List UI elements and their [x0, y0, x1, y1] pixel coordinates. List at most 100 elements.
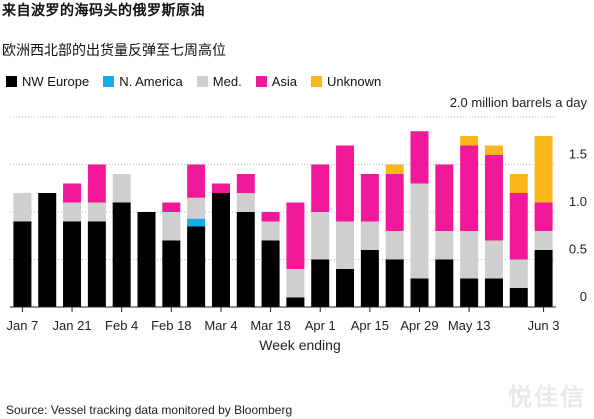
bar-segment-med--7: [187, 197, 206, 219]
bar-segment-med--3: [87, 202, 106, 222]
bar-segment-asia-16: [410, 131, 429, 184]
bar-segment-med--19: [484, 240, 503, 279]
x-tick-label-2: Feb 4: [105, 318, 138, 333]
bar-segment-unknown-20: [509, 174, 528, 193]
bar-segment-nw-europe-9: [236, 212, 255, 307]
bar-segment-med--15: [385, 231, 404, 260]
legend-swatch-n-america: [103, 76, 115, 87]
bar-segment-med--9: [236, 193, 255, 212]
legend-label-n-america: N. America: [119, 74, 183, 89]
legend-swatch-med: [196, 76, 208, 87]
legend-label-unknown: Unknown: [326, 74, 382, 89]
bar-segment-nw-europe-17: [435, 259, 454, 307]
bar-segment-asia-9: [236, 174, 255, 193]
bar-segment-asia-13: [336, 145, 355, 222]
x-tick-label-6: Apr 1: [305, 318, 336, 333]
chart-subtitle: 欧洲西北部的出货量反弹至七周高位: [2, 43, 226, 59]
bar-segment-med--14: [360, 221, 379, 250]
bar-segment-med--12: [311, 212, 330, 260]
bar-segment-med--17: [435, 231, 454, 260]
bar-segment-asia-2: [63, 183, 82, 203]
x-tick-label-7: Apr 15: [351, 318, 389, 333]
x-tick-label-1: Jan 21: [53, 318, 92, 333]
bar-segment-med--18: [460, 231, 479, 279]
bar-segment-nw-europe-4: [112, 202, 131, 307]
chart-title: 来自波罗的海码头的俄罗斯原油: [2, 3, 205, 19]
legend-item-med: Med.: [196, 74, 242, 89]
bar-segment-asia-10: [261, 212, 280, 222]
chart-legend: NW Europe N. America Med. Asia Unknown: [6, 74, 381, 89]
legend-item-unknown: Unknown: [310, 74, 382, 89]
bar-segment-med--6: [162, 212, 181, 241]
bar-segment-asia-3: [87, 164, 106, 203]
x-tick-label-5: Mar 18: [250, 318, 290, 333]
bar-segment-unknown-21: [534, 136, 553, 203]
bar-segment-nw-europe-11: [286, 297, 305, 307]
x-tick-label-9: May 13: [448, 318, 491, 333]
bar-segment-asia-15: [385, 174, 404, 231]
legend-item-nw-europe: NW Europe: [6, 74, 89, 89]
bar-segment-nw-europe-1: [38, 193, 57, 307]
bar-segment-med--16: [410, 183, 429, 279]
bar-segment-nw-europe-14: [360, 250, 379, 307]
bar-segment-asia-21: [534, 202, 553, 231]
x-tick-label-3: Feb 18: [151, 318, 191, 333]
bar-segment-nw-europe-0: [13, 221, 32, 307]
bar-segment-asia-19: [484, 155, 503, 241]
bar-segment-nw-europe-7: [187, 226, 206, 307]
bar-segment-nw-europe-18: [460, 278, 479, 307]
y-tick-label-3: 1.5: [569, 147, 587, 162]
bar-segment-nw-europe-21: [534, 250, 553, 307]
x-tick-label-4: Mar 4: [204, 318, 237, 333]
bar-segment-nw-europe-15: [385, 259, 404, 307]
bar-segment-med--20: [509, 259, 528, 288]
legend-swatch-nw-europe: [6, 76, 17, 87]
bar-segment-asia-20: [509, 193, 528, 260]
legend-label-nw-europe: NW Europe: [22, 74, 90, 89]
bar-segment-asia-12: [311, 164, 330, 212]
legend-item-asia: Asia: [255, 74, 297, 89]
bar-segment-med--2: [63, 202, 82, 222]
bar-segment-n-america-7: [187, 218, 206, 227]
bar-segment-nw-europe-19: [484, 278, 503, 307]
bar-segment-unknown-19: [484, 145, 503, 155]
watermark-logo: 悦佳信: [508, 383, 586, 411]
x-axis-title: Week ending: [259, 337, 340, 353]
bar-segment-nw-europe-13: [336, 269, 355, 307]
bar-segment-asia-8: [211, 183, 230, 193]
source-note: Source: Vessel tracking data monitored b…: [6, 403, 293, 417]
bar-segment-unknown-15: [385, 164, 404, 174]
y-tick-label-2: 1.0: [569, 194, 587, 209]
bar-segment-asia-17: [435, 164, 454, 231]
x-tick-label-0: Jan 7: [7, 318, 39, 333]
bar-segment-med--21: [534, 231, 553, 250]
bar-segment-nw-europe-10: [261, 240, 280, 307]
bar-segment-med--11: [286, 269, 305, 298]
bar-segment-asia-6: [162, 202, 181, 212]
bar-segment-asia-18: [460, 145, 479, 231]
x-tick-label-8: Apr 29: [400, 318, 438, 333]
bar-segment-asia-7: [187, 164, 206, 198]
bar-segment-med--0: [13, 193, 32, 222]
bar-segment-nw-europe-20: [509, 288, 528, 307]
x-tick-label-10: Jun 3: [528, 318, 560, 333]
y-tick-label-0: 0: [580, 289, 587, 304]
legend-swatch-unknown: [310, 76, 322, 87]
bar-segment-unknown-18: [460, 136, 479, 146]
bar-segment-nw-europe-8: [211, 193, 230, 307]
bar-segment-asia-11: [286, 202, 305, 269]
legend-swatch-asia: [255, 76, 267, 87]
legend-label-med: Med.: [212, 74, 242, 89]
bar-segment-med--13: [336, 221, 355, 269]
bar-segment-nw-europe-16: [410, 278, 429, 307]
legend-item-n-america: N. America: [103, 74, 183, 89]
legend-label-asia: Asia: [271, 74, 297, 89]
bar-segment-med--4: [112, 174, 131, 203]
bar-segment-nw-europe-2: [63, 221, 82, 307]
bar-segment-nw-europe-12: [311, 259, 330, 307]
y-tick-label-1: 0.5: [569, 242, 587, 257]
bar-segment-asia-14: [360, 174, 379, 222]
bar-segment-nw-europe-5: [137, 212, 156, 307]
y-axis-unit-label: 2.0 million barrels a day: [450, 95, 588, 110]
